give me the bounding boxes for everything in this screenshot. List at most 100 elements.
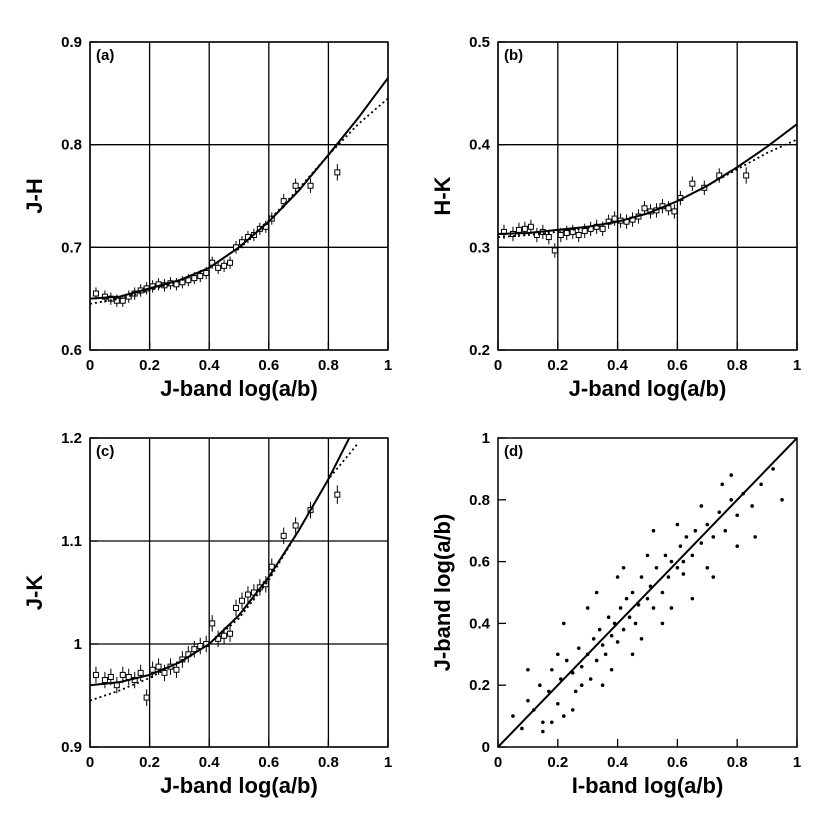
y-tick-label: 0.4: [469, 137, 491, 154]
x-tick-label: 0.6: [667, 357, 688, 374]
scatter-point: [690, 596, 695, 601]
x-tick-label: 0.6: [258, 754, 279, 771]
data-point: [203, 270, 210, 276]
scatter-point: [720, 482, 725, 487]
scatter-point: [684, 535, 689, 539]
scatter-point: [735, 513, 739, 518]
scatter-point: [675, 522, 680, 527]
data-point: [599, 225, 606, 232]
scatter-point: [564, 658, 569, 663]
scatter-point: [633, 621, 638, 626]
y-tick-label: 0.3: [469, 239, 490, 256]
panel-label: (c): [96, 443, 114, 460]
scatter-point: [681, 559, 686, 564]
x-tick-label: 0.2: [139, 754, 160, 771]
y-tick-label: 0.9: [61, 739, 82, 756]
scatter-point: [550, 667, 554, 672]
x-tick-label: 1: [793, 357, 801, 374]
data-point: [143, 694, 150, 701]
panel-label: (a): [96, 47, 114, 64]
scatter-point: [699, 504, 704, 508]
scatter-point: [576, 646, 581, 650]
y-tick-label: 0.7: [61, 239, 82, 256]
scatter-point: [541, 720, 545, 725]
data-point: [92, 290, 99, 297]
scatter-point: [538, 683, 542, 687]
scatter-point: [675, 565, 680, 570]
scatter-point: [615, 575, 620, 579]
data-point: [173, 666, 180, 673]
scatter-point: [771, 467, 775, 471]
scatter-point: [618, 606, 623, 610]
data-point: [119, 297, 126, 304]
data-point: [197, 273, 204, 280]
data-layer: [498, 438, 797, 747]
scatter-point: [520, 726, 524, 731]
y-tick-label: 0.6: [469, 554, 490, 571]
scatter-point: [609, 633, 614, 638]
x-tick-label: 0: [86, 357, 94, 374]
data-point: [92, 671, 99, 678]
data-point: [545, 234, 552, 241]
data-point: [161, 669, 168, 676]
x-tick-label: 0.6: [667, 754, 688, 771]
scatter-point: [579, 683, 584, 687]
fit-curve: [498, 438, 797, 747]
data-point: [221, 632, 228, 639]
x-tick-label: 0.4: [607, 357, 629, 374]
data-point: [227, 259, 234, 266]
scatter-point: [511, 714, 515, 718]
panel-label: (d): [504, 443, 523, 460]
data-point: [521, 225, 528, 232]
x-tick-label: 0.2: [139, 357, 160, 374]
data-point: [119, 671, 126, 678]
data-point: [215, 264, 222, 271]
panel: 0 0.2 0.4 0.6 0.8 1 0 0.2 0.4 0.6 0.8 1 (d) I-band lo…: [430, 430, 801, 798]
data-layer: [498, 123, 797, 258]
scatter-point: [579, 664, 584, 669]
data-point: [191, 646, 198, 653]
data-layer: [90, 77, 388, 307]
x-tick-label: 0.4: [199, 754, 221, 771]
y-tick-label: 1.1: [61, 533, 82, 550]
fit-curve-dotted: [90, 97, 388, 305]
data-point: [107, 295, 114, 302]
scatter-point: [541, 729, 545, 734]
scatter-point: [750, 504, 754, 508]
scatter-point: [526, 667, 530, 672]
scatter-point: [561, 714, 566, 718]
scatter-point: [717, 510, 722, 514]
scatter-point: [573, 689, 578, 694]
fit-curve: [498, 123, 797, 235]
data-point: [113, 297, 120, 304]
y-tick-label: 0.5: [469, 34, 490, 51]
scatter-point: [735, 544, 739, 548]
data-point: [527, 223, 534, 230]
scatter-point: [600, 643, 605, 647]
scatter-point: [645, 596, 650, 601]
scatter-point: [678, 544, 683, 548]
data-point: [137, 669, 144, 676]
data-point: [611, 215, 618, 222]
data-point: [191, 275, 198, 282]
x-axis-label: J-band log(a/b): [160, 376, 318, 401]
scatter-point: [660, 621, 665, 626]
x-tick-label: 0: [494, 357, 502, 374]
plot-frame: [89, 41, 389, 351]
data-point: [689, 180, 696, 187]
data-point: [292, 522, 299, 529]
y-tick-label: 0: [482, 739, 490, 756]
x-axis-label: J-band log(a/b): [160, 773, 318, 798]
y-tick-label: 1.2: [61, 430, 82, 447]
scatter-point: [666, 575, 671, 579]
data-point: [334, 169, 341, 176]
scatter-point: [630, 652, 635, 657]
y-axis-label: H-K: [430, 176, 455, 215]
y-tick-label: 0.2: [469, 342, 490, 359]
scatter-point: [753, 535, 757, 539]
scatter-point: [621, 627, 626, 632]
data-point: [671, 208, 678, 215]
scatter-point: [606, 615, 611, 620]
data-layer: [90, 438, 359, 706]
